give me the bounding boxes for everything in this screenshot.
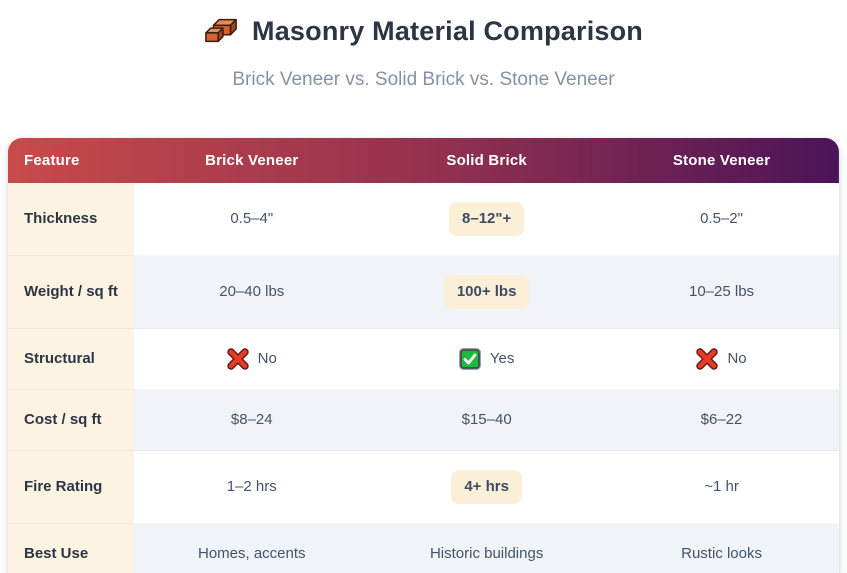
- check-icon: [458, 348, 481, 371]
- value-cell: 100+ lbs: [369, 255, 605, 329]
- cross-icon: [696, 348, 719, 370]
- cross-icon: [226, 348, 249, 370]
- value-cell: 0.5–2": [604, 183, 839, 256]
- value-cell: $6–22: [604, 389, 839, 452]
- value-cell: 4+ hrs: [369, 450, 605, 525]
- value-cell: $8–24: [134, 389, 370, 452]
- value-cell: 8–12"+: [369, 183, 605, 256]
- page-header: Masonry Material Comparison: [0, 12, 847, 50]
- column-header-solid-brick: Solid Brick: [446, 152, 527, 169]
- comparison-table-card: Feature Brick Veneer Solid Brick Stone V…: [8, 138, 839, 573]
- value-cell: Historic buildings: [369, 523, 605, 573]
- feature-label: Structural: [8, 328, 135, 391]
- feature-label: Cost / sq ft: [8, 389, 135, 452]
- value-cell: Yes: [369, 328, 605, 391]
- table-row: Structural No Yes No: [8, 328, 839, 391]
- feature-label: Weight / sq ft: [8, 255, 135, 329]
- brick-icon: [205, 18, 237, 43]
- page-title: Masonry Material Comparison: [252, 16, 643, 46]
- feature-label: Thickness: [8, 183, 135, 256]
- table-row: Thickness 0.5–4" 8–12"+ 0.5–2": [8, 183, 839, 256]
- value-cell: ~1 hr: [604, 450, 839, 525]
- table-row: Cost / sq ft $8–24 $15–40 $6–22: [8, 389, 839, 452]
- value-text: No: [727, 350, 747, 368]
- value-cell: 20–40 lbs: [134, 255, 370, 329]
- column-header-stone-veneer: Stone Veneer: [672, 152, 771, 169]
- highlight-badge: 8–12"+: [449, 202, 525, 236]
- table-row: Best Use Homes, accents Historic buildings…: [8, 523, 839, 573]
- feature-label: Fire Rating: [8, 450, 135, 525]
- value-cell: No: [134, 328, 370, 391]
- icon-value: Yes: [458, 348, 515, 371]
- highlight-badge: 100+ lbs: [443, 275, 530, 309]
- highlight-badge: 4+ hrs: [451, 470, 522, 505]
- table-header-row: Feature Brick Veneer Solid Brick Stone V…: [8, 138, 839, 183]
- value-cell: $15–40: [369, 389, 605, 452]
- table-row: Fire Rating 1–2 hrs 4+ hrs ~1 hr: [8, 450, 839, 525]
- value-cell: Rustic looks: [604, 523, 839, 573]
- table-header: Feature Brick Veneer Solid Brick Stone V…: [8, 138, 839, 183]
- icon-value: No: [226, 348, 277, 370]
- table-body: Thickness 0.5–4" 8–12"+ 0.5–2" Weight / sq f…: [8, 183, 839, 573]
- value-cell: No: [604, 328, 839, 391]
- column-header-feature: Feature: [24, 152, 80, 169]
- value-cell: 0.5–4": [134, 183, 370, 256]
- value-text: No: [257, 350, 277, 368]
- comparison-table: Feature Brick Veneer Solid Brick Stone V…: [8, 138, 839, 573]
- icon-value: No: [696, 348, 747, 370]
- value-text: Yes: [489, 350, 515, 368]
- table-row: Weight / sq ft 20–40 lbs 100+ lbs 10–25 lbs: [8, 255, 839, 329]
- page-subtitle: Brick Veneer vs. Solid Brick vs. Stone V…: [232, 69, 615, 90]
- value-cell: 10–25 lbs: [604, 255, 839, 329]
- feature-label: Best Use: [8, 523, 135, 573]
- value-cell: Homes, accents: [134, 523, 370, 573]
- value-cell: 1–2 hrs: [134, 450, 370, 525]
- column-header-brick-veneer: Brick Veneer: [205, 152, 299, 169]
